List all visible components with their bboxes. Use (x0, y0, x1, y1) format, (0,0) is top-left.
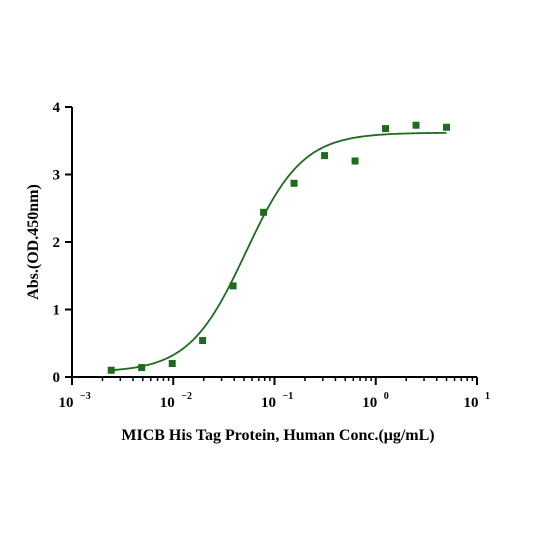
y-tick-label: 2 (53, 235, 61, 251)
x-tick-label: 10 (464, 395, 479, 411)
data-point (229, 282, 237, 290)
y-tick-label: 4 (53, 100, 61, 116)
x-tick-exponent: 0 (384, 391, 389, 402)
x-tick-exponent: −1 (283, 391, 294, 402)
data-point (168, 360, 176, 367)
x-tick-label: 10 (59, 395, 74, 411)
x-tick-label: 10 (362, 395, 377, 411)
x-tick-label: 10 (160, 395, 175, 411)
data-point (107, 366, 115, 374)
data-point (443, 123, 451, 131)
data-points (107, 121, 451, 374)
x-tick-exponent: −3 (80, 391, 91, 402)
data-point (260, 208, 268, 216)
y-tick-label: 0 (53, 370, 61, 386)
data-point (351, 157, 359, 165)
data-point (412, 121, 420, 129)
data-point (199, 337, 207, 345)
axes (71, 107, 477, 378)
y-axis-title: Abs.(OD.450nm) (25, 184, 42, 300)
y-tick-label: 1 (53, 303, 61, 319)
x-axis-title: MICB His Tag Protein, Human Conc.(μg/mL) (121, 427, 434, 444)
x-tick-exponent: 1 (485, 391, 490, 402)
y-tick-label: 3 (53, 168, 61, 184)
data-point (138, 364, 146, 372)
x-tick-label: 10 (261, 395, 276, 411)
fit-curve-group (111, 131, 447, 372)
data-point (382, 125, 390, 133)
x-tick-exponent: −2 (181, 391, 192, 402)
data-point (321, 152, 329, 160)
ticks: 0 1 2 3 4 10 −3 10 −2 10 −1 10 0 10 1 (53, 100, 491, 411)
data-point (290, 179, 298, 187)
fit-curve (111, 131, 447, 372)
